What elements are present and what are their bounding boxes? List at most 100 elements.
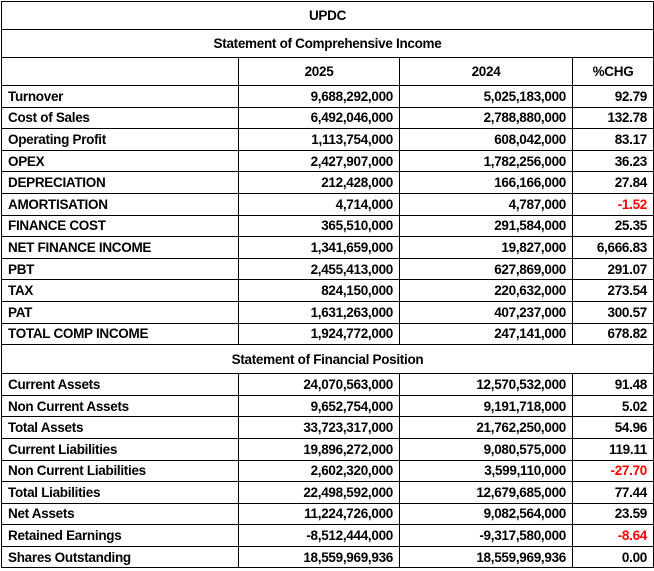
column-header-row: 2025 2024 %CHG bbox=[1, 57, 654, 86]
row-label: DEPRECIATION bbox=[1, 171, 239, 194]
table-row: Current Assets 24,070,563,000 12,570,532,0… bbox=[1, 373, 654, 396]
pct-change: 27.84 bbox=[572, 171, 654, 194]
row-label: Current Liabilities bbox=[1, 437, 239, 461]
value-2025: 6,492,046,000 bbox=[238, 106, 400, 130]
value-2024: 9,082,564,000 bbox=[399, 502, 573, 526]
column-header-pct-change: %CHG bbox=[572, 57, 654, 86]
value-2025: 2,602,320,000 bbox=[238, 459, 400, 483]
table-row: Non Current Liabilities 2,602,320,000 3,59… bbox=[1, 459, 654, 483]
column-header-2025: 2025 bbox=[238, 57, 400, 86]
value-2025: 9,688,292,000 bbox=[238, 85, 400, 108]
pct-change: 92.79 bbox=[572, 85, 654, 108]
value-2024: 247,141,000 bbox=[399, 322, 573, 346]
table-row: Current Liabilities 19,896,272,000 9,080,5… bbox=[1, 437, 654, 461]
row-label: Non Current Assets bbox=[1, 394, 239, 418]
pct-change: 5.02 bbox=[572, 394, 654, 418]
table-row: Non Current Assets 9,652,754,000 9,191,718… bbox=[1, 394, 654, 418]
row-label: TOTAL COMP INCOME bbox=[1, 322, 239, 346]
value-2025: 19,896,272,000 bbox=[238, 437, 400, 461]
table-row: Turnover 9,688,292,000 5,025,183,000 92.79 bbox=[1, 85, 654, 108]
pct-change: 291.07 bbox=[572, 257, 654, 281]
row-label: Non Current Liabilities bbox=[1, 459, 239, 483]
pct-change: -27.70 bbox=[572, 459, 654, 483]
value-2025: 18,559,969,936 bbox=[238, 545, 400, 569]
row-label: OPEX bbox=[1, 149, 239, 173]
value-2025: 22,498,592,000 bbox=[238, 481, 400, 504]
value-2025: 2,455,413,000 bbox=[238, 257, 400, 281]
value-2025: 33,723,317,000 bbox=[238, 416, 400, 439]
table-title: UPDC bbox=[1, 1, 654, 30]
value-2024: 1,782,256,000 bbox=[399, 149, 573, 173]
table-row: NET FINANCE INCOME 1,341,659,000 19,827,00… bbox=[1, 236, 654, 259]
row-label: Shares Outstanding bbox=[1, 545, 239, 569]
pct-change: 0.00 bbox=[572, 545, 654, 569]
value-2025: 4,714,000 bbox=[238, 192, 400, 216]
row-label: TAX bbox=[1, 279, 239, 302]
value-2024: 291,584,000 bbox=[399, 214, 573, 238]
row-label: Total Liabilities bbox=[1, 481, 239, 504]
table-row: FINANCE COST 365,510,000 291,584,000 25.35 bbox=[1, 214, 654, 238]
value-2024: 3,599,110,000 bbox=[399, 459, 573, 483]
value-2024: 2,788,880,000 bbox=[399, 106, 573, 130]
value-2024: 407,237,000 bbox=[399, 300, 573, 324]
pct-change: 119.11 bbox=[572, 437, 654, 461]
row-label: AMORTISATION bbox=[1, 192, 239, 216]
row-label: NET FINANCE INCOME bbox=[1, 236, 239, 259]
value-2024: 18,559,969,936 bbox=[399, 545, 573, 569]
table-row: Shares Outstanding 18,559,969,936 18,559,9… bbox=[1, 545, 654, 569]
pct-change: 91.48 bbox=[572, 373, 654, 396]
row-label: Cost of Sales bbox=[1, 106, 239, 130]
row-label: Retained Earnings bbox=[1, 524, 239, 547]
row-label: Net Assets bbox=[1, 502, 239, 526]
value-2024: -9,317,580,000 bbox=[399, 524, 573, 547]
value-2024: 608,042,000 bbox=[399, 128, 573, 151]
column-header-2024: 2024 bbox=[399, 57, 573, 86]
row-label: Total Assets bbox=[1, 416, 239, 439]
row-label: Operating Profit bbox=[1, 128, 239, 151]
value-2025: 824,150,000 bbox=[238, 279, 400, 302]
value-2024: 4,787,000 bbox=[399, 192, 573, 216]
value-2024: 19,827,000 bbox=[399, 236, 573, 259]
value-2024: 220,632,000 bbox=[399, 279, 573, 302]
pct-change: -8.64 bbox=[572, 524, 654, 547]
table-row: PAT 1,631,263,000 407,237,000 300.57 bbox=[1, 300, 654, 324]
table-row: AMORTISATION 4,714,000 4,787,000 -1.52 bbox=[1, 192, 654, 216]
value-2025: 212,428,000 bbox=[238, 171, 400, 194]
value-2024: 12,570,532,000 bbox=[399, 373, 573, 396]
table-row: Net Assets 11,224,726,000 9,082,564,000 23.… bbox=[1, 502, 654, 526]
value-2025: 2,427,907,000 bbox=[238, 149, 400, 173]
pct-change: 300.57 bbox=[572, 300, 654, 324]
value-2025: 1,113,754,000 bbox=[238, 128, 400, 151]
table-row: TOTAL COMP INCOME 1,924,772,000 247,141,00… bbox=[1, 322, 654, 346]
pct-change: 25.35 bbox=[572, 214, 654, 238]
value-2024: 5,025,183,000 bbox=[399, 85, 573, 108]
value-2025: -8,512,444,000 bbox=[238, 524, 400, 547]
value-2024: 12,679,685,000 bbox=[399, 481, 573, 504]
pct-change: 77.44 bbox=[572, 481, 654, 504]
table-row: Retained Earnings -8,512,444,000 -9,317,58… bbox=[1, 524, 654, 547]
column-header-label bbox=[1, 57, 239, 86]
value-2025: 1,341,659,000 bbox=[238, 236, 400, 259]
section-heading-income: Statement of Comprehensive Income bbox=[1, 29, 654, 58]
pct-change: 678.82 bbox=[572, 322, 654, 346]
pct-change: 6,666.83 bbox=[572, 236, 654, 259]
table-row: TAX 824,150,000 220,632,000 273.54 bbox=[1, 279, 654, 302]
table-row: DEPRECIATION 212,428,000 166,166,000 27.84 bbox=[1, 171, 654, 194]
pct-change: 273.54 bbox=[572, 279, 654, 302]
pct-change: 132.78 bbox=[572, 106, 654, 130]
pct-change: 83.17 bbox=[572, 128, 654, 151]
table-row: PBT 2,455,413,000 627,869,000 291.07 bbox=[1, 257, 654, 281]
value-2024: 21,762,250,000 bbox=[399, 416, 573, 439]
value-2025: 365,510,000 bbox=[238, 214, 400, 238]
pct-change: -1.52 bbox=[572, 192, 654, 216]
value-2025: 9,652,754,000 bbox=[238, 394, 400, 418]
row-label: PAT bbox=[1, 300, 239, 324]
row-label: Turnover bbox=[1, 85, 239, 108]
table-row: Total Liabilities 22,498,592,000 12,679,68… bbox=[1, 481, 654, 504]
value-2025: 1,631,263,000 bbox=[238, 300, 400, 324]
row-label: PBT bbox=[1, 257, 239, 281]
table-row: Operating Profit 1,113,754,000 608,042,000… bbox=[1, 128, 654, 151]
row-label: Current Assets bbox=[1, 373, 239, 396]
value-2024: 9,191,718,000 bbox=[399, 394, 573, 418]
